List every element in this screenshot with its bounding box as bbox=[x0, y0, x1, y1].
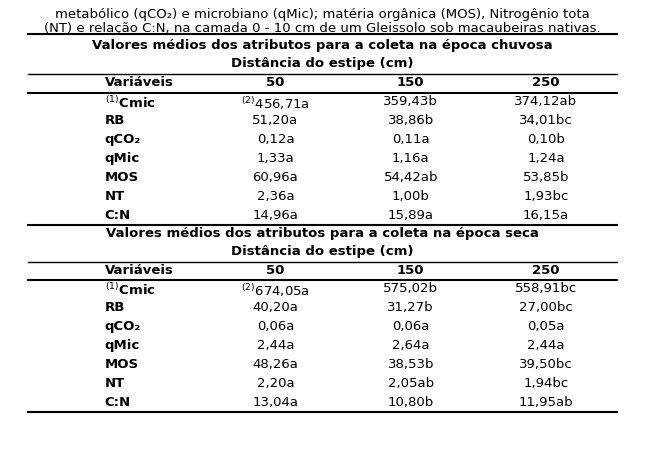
Text: NT: NT bbox=[105, 189, 125, 202]
Text: 1,33a: 1,33a bbox=[257, 152, 294, 165]
Text: 575,02b: 575,02b bbox=[383, 282, 438, 295]
Text: 27,00bc: 27,00bc bbox=[519, 301, 573, 313]
Text: 2,20a: 2,20a bbox=[257, 376, 294, 389]
Text: 40,20a: 40,20a bbox=[252, 301, 299, 313]
Text: 0,06a: 0,06a bbox=[257, 319, 294, 332]
Text: 15,89a: 15,89a bbox=[388, 208, 433, 221]
Text: 34,01bc: 34,01bc bbox=[519, 114, 573, 127]
Text: 53,85b: 53,85b bbox=[523, 170, 570, 184]
Text: Variáveis: Variáveis bbox=[105, 263, 174, 276]
Text: Valores médios dos atributos para a coleta na época seca: Valores médios dos atributos para a cole… bbox=[106, 226, 539, 239]
Text: 1,00b: 1,00b bbox=[392, 189, 430, 202]
Text: 558,91bc: 558,91bc bbox=[515, 282, 577, 295]
Text: Distância do estipe (cm): Distância do estipe (cm) bbox=[232, 244, 413, 257]
Text: $^{(2)}$456,71a: $^{(2)}$456,71a bbox=[241, 95, 310, 112]
Text: 150: 150 bbox=[397, 263, 424, 276]
Text: 374,12ab: 374,12ab bbox=[515, 95, 578, 108]
Text: C:N: C:N bbox=[105, 208, 131, 221]
Text: 31,27b: 31,27b bbox=[388, 301, 434, 313]
Text: 38,53b: 38,53b bbox=[388, 357, 434, 370]
Text: 60,96a: 60,96a bbox=[253, 170, 299, 184]
Text: 0,10b: 0,10b bbox=[527, 133, 565, 146]
Text: qMic: qMic bbox=[105, 338, 140, 351]
Text: 250: 250 bbox=[532, 263, 560, 276]
Text: 13,04a: 13,04a bbox=[252, 395, 299, 408]
Text: C:N: C:N bbox=[105, 395, 131, 408]
Text: 150: 150 bbox=[397, 76, 424, 89]
Text: 2,05ab: 2,05ab bbox=[388, 376, 434, 389]
Text: 50: 50 bbox=[266, 76, 284, 89]
Text: 1,24a: 1,24a bbox=[527, 152, 565, 165]
Text: 10,80b: 10,80b bbox=[388, 395, 434, 408]
Text: 48,26a: 48,26a bbox=[252, 357, 299, 370]
Text: 2,44a: 2,44a bbox=[527, 338, 565, 351]
Text: 2,36a: 2,36a bbox=[257, 189, 294, 202]
Text: qMic: qMic bbox=[105, 152, 140, 165]
Text: Variáveis: Variáveis bbox=[105, 76, 174, 89]
Text: 0,11a: 0,11a bbox=[392, 133, 430, 146]
Text: 1,93bc: 1,93bc bbox=[523, 189, 569, 202]
Text: 50: 50 bbox=[266, 263, 284, 276]
Text: 0,06a: 0,06a bbox=[392, 319, 430, 332]
Text: 1,94bc: 1,94bc bbox=[523, 376, 569, 389]
Text: 39,50bc: 39,50bc bbox=[519, 357, 573, 370]
Text: (NT) e relação C:N, na camada 0 - 10 cm de um Gleissolo sob macaubeiras nativas.: (NT) e relação C:N, na camada 0 - 10 cm … bbox=[45, 22, 600, 35]
Text: 54,42ab: 54,42ab bbox=[384, 170, 438, 184]
Text: $^{(1)}$Cmic: $^{(1)}$Cmic bbox=[105, 95, 155, 111]
Text: 38,86b: 38,86b bbox=[388, 114, 434, 127]
Text: 16,15a: 16,15a bbox=[523, 208, 569, 221]
Text: Valores médios dos atributos para a coleta na época chuvosa: Valores médios dos atributos para a cole… bbox=[92, 39, 553, 52]
Text: MOS: MOS bbox=[105, 357, 139, 370]
Text: 1,16a: 1,16a bbox=[392, 152, 430, 165]
Text: 51,20a: 51,20a bbox=[252, 114, 299, 127]
Text: RB: RB bbox=[105, 114, 125, 127]
Text: $^{(2)}$674,05a: $^{(2)}$674,05a bbox=[241, 282, 310, 299]
Text: qCO₂: qCO₂ bbox=[105, 133, 141, 146]
Text: RB: RB bbox=[105, 301, 125, 313]
Text: Distância do estipe (cm): Distância do estipe (cm) bbox=[232, 57, 413, 70]
Text: metabólico (qCO₂) e microbiano (qMic); matéria orgânica (MOS), Nitrogênio tota: metabólico (qCO₂) e microbiano (qMic); m… bbox=[55, 8, 590, 21]
Text: 0,12a: 0,12a bbox=[257, 133, 294, 146]
Text: 2,44a: 2,44a bbox=[257, 338, 294, 351]
Text: 11,95ab: 11,95ab bbox=[519, 395, 573, 408]
Text: NT: NT bbox=[105, 376, 125, 389]
Text: 359,43b: 359,43b bbox=[383, 95, 438, 108]
Text: 0,05a: 0,05a bbox=[527, 319, 565, 332]
Text: 14,96a: 14,96a bbox=[252, 208, 299, 221]
Text: 250: 250 bbox=[532, 76, 560, 89]
Text: qCO₂: qCO₂ bbox=[105, 319, 141, 332]
Text: $^{(1)}$Cmic: $^{(1)}$Cmic bbox=[105, 282, 155, 298]
Text: 2,64a: 2,64a bbox=[392, 338, 430, 351]
Text: MOS: MOS bbox=[105, 170, 139, 184]
